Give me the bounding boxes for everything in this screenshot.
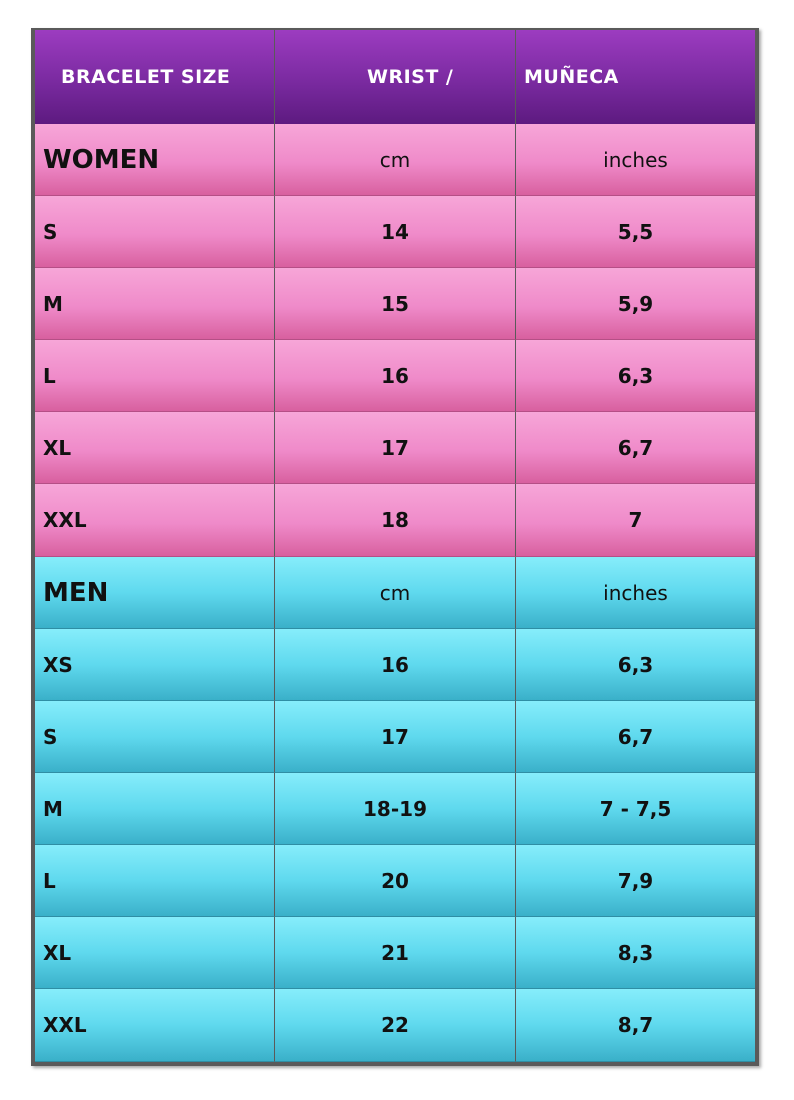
men-unit-cm: cm (274, 557, 515, 629)
table-row: XL 21 8,3 (35, 917, 755, 989)
table-row: XS 16 6,3 (35, 629, 755, 701)
women-unit-inches: inches (515, 124, 755, 196)
inches-cell: 8,7 (515, 989, 755, 1062)
inches-cell: 5,5 (515, 196, 755, 268)
cm-cell: 17 (274, 412, 515, 484)
table-header-row: BRACELET SIZE WRIST / MUÑECA (35, 30, 755, 124)
inches-cell: 6,7 (515, 412, 755, 484)
table-body: BRACELET SIZE WRIST / MUÑECA WOMEN cm in… (35, 30, 755, 1062)
inches-cell: 6,7 (515, 701, 755, 773)
women-title: WOMEN (35, 124, 274, 196)
size-cell: L (35, 340, 274, 412)
cm-cell: 22 (274, 989, 515, 1062)
size-cell: XXL (35, 989, 274, 1062)
cm-cell: 17 (274, 701, 515, 773)
header-wrist: WRIST / (274, 30, 515, 124)
cm-cell: 21 (274, 917, 515, 989)
cm-cell: 18-19 (274, 773, 515, 845)
size-cell: L (35, 845, 274, 917)
women-section-row: WOMEN cm inches (35, 124, 755, 196)
table-row: XL 17 6,7 (35, 412, 755, 484)
table-row: XXL 18 7 (35, 484, 755, 557)
inches-cell: 8,3 (515, 917, 755, 989)
size-cell: XXL (35, 484, 274, 557)
men-unit-inches: inches (515, 557, 755, 629)
inches-cell: 6,3 (515, 629, 755, 701)
cm-cell: 15 (274, 268, 515, 340)
table-row: L 20 7,9 (35, 845, 755, 917)
bracelet-size-table: BRACELET SIZE WRIST / MUÑECA WOMEN cm in… (31, 28, 759, 1066)
table-row: M 18-19 7 - 7,5 (35, 773, 755, 845)
size-cell: M (35, 268, 274, 340)
cm-cell: 14 (274, 196, 515, 268)
inches-cell: 6,3 (515, 340, 755, 412)
inches-cell: 5,9 (515, 268, 755, 340)
inches-cell: 7 - 7,5 (515, 773, 755, 845)
inches-cell: 7 (515, 484, 755, 557)
cm-cell: 16 (274, 340, 515, 412)
size-cell: S (35, 701, 274, 773)
header-muneca: MUÑECA (515, 30, 755, 124)
table-row: XXL 22 8,7 (35, 989, 755, 1062)
men-title: MEN (35, 557, 274, 629)
size-cell: M (35, 773, 274, 845)
table-row: M 15 5,9 (35, 268, 755, 340)
size-cell: XL (35, 412, 274, 484)
size-cell: S (35, 196, 274, 268)
inches-cell: 7,9 (515, 845, 755, 917)
table-row: S 14 5,5 (35, 196, 755, 268)
header-bracelet-size: BRACELET SIZE (35, 30, 274, 124)
cm-cell: 16 (274, 629, 515, 701)
men-section-row: MEN cm inches (35, 557, 755, 629)
table-row: L 16 6,3 (35, 340, 755, 412)
cm-cell: 20 (274, 845, 515, 917)
size-cell: XS (35, 629, 274, 701)
size-cell: XL (35, 917, 274, 989)
table-row: S 17 6,7 (35, 701, 755, 773)
cm-cell: 18 (274, 484, 515, 557)
women-unit-cm: cm (274, 124, 515, 196)
